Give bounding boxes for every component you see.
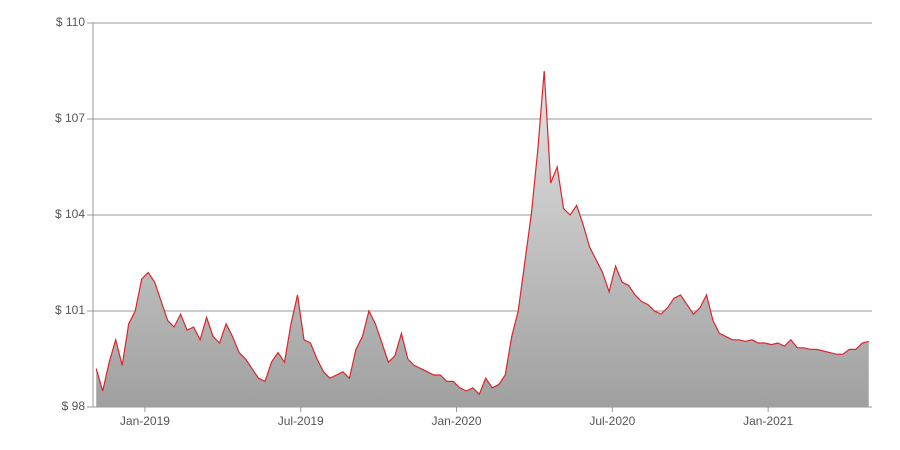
x-tick-label: Jan-2019 [120, 414, 170, 428]
x-tick-label: Jul-2019 [278, 414, 324, 428]
y-tick-label: $ 98 [62, 399, 86, 413]
y-tick-label: $ 101 [55, 303, 85, 317]
y-tick-label: $ 104 [55, 207, 85, 221]
line [95, 70, 869, 396]
area [96, 71, 869, 407]
y-tick-label: $ 107 [55, 111, 85, 125]
x-tick-label: Jan-2021 [743, 414, 793, 428]
y-tick-label: $ 110 [56, 15, 85, 29]
x-tick-label: Jan-2020 [432, 414, 482, 428]
x-tick-label: Jul-2020 [589, 414, 635, 428]
